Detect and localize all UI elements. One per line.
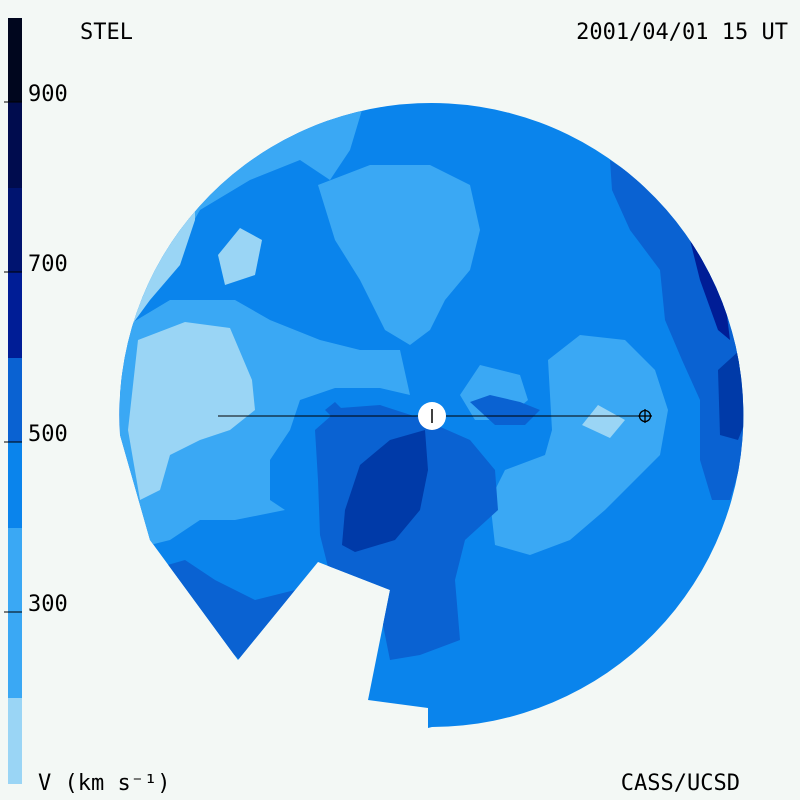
contour-region — [318, 165, 480, 345]
contour-region — [490, 335, 668, 555]
contour-region — [128, 322, 255, 500]
colorbar-tick-label: 700 — [28, 252, 68, 277]
colorbar — [4, 18, 22, 784]
contour-region — [342, 430, 428, 552]
contour-region — [582, 405, 625, 438]
observatory-label: STEL — [80, 20, 133, 45]
colorbar-band — [8, 272, 22, 358]
earth-icon — [638, 409, 652, 423]
contour-region — [610, 160, 744, 500]
variable-label: V (km s⁻¹) — [38, 771, 171, 796]
contour-region — [718, 350, 744, 440]
colorbar-band — [8, 102, 22, 188]
colorbar-tick-label: 500 — [28, 422, 68, 447]
contour-region — [218, 228, 262, 285]
contour-region — [470, 395, 540, 425]
colorbar-band — [8, 698, 22, 784]
colorbar-band — [8, 528, 22, 698]
colorbar-tick-label: 300 — [28, 592, 68, 617]
contour-region — [690, 240, 730, 340]
colorbar-band — [8, 358, 22, 442]
sun-icon — [418, 402, 446, 430]
colorbar-tick-label: 900 — [28, 82, 68, 107]
colorbar-band — [8, 188, 22, 272]
credit-label: CASS/UCSD — [620, 771, 740, 796]
colorbar-band — [8, 18, 22, 102]
colorbar-band — [8, 442, 22, 528]
datetime-label: 2001/04/01 15 UT — [576, 20, 788, 45]
contour-region — [128, 210, 195, 330]
